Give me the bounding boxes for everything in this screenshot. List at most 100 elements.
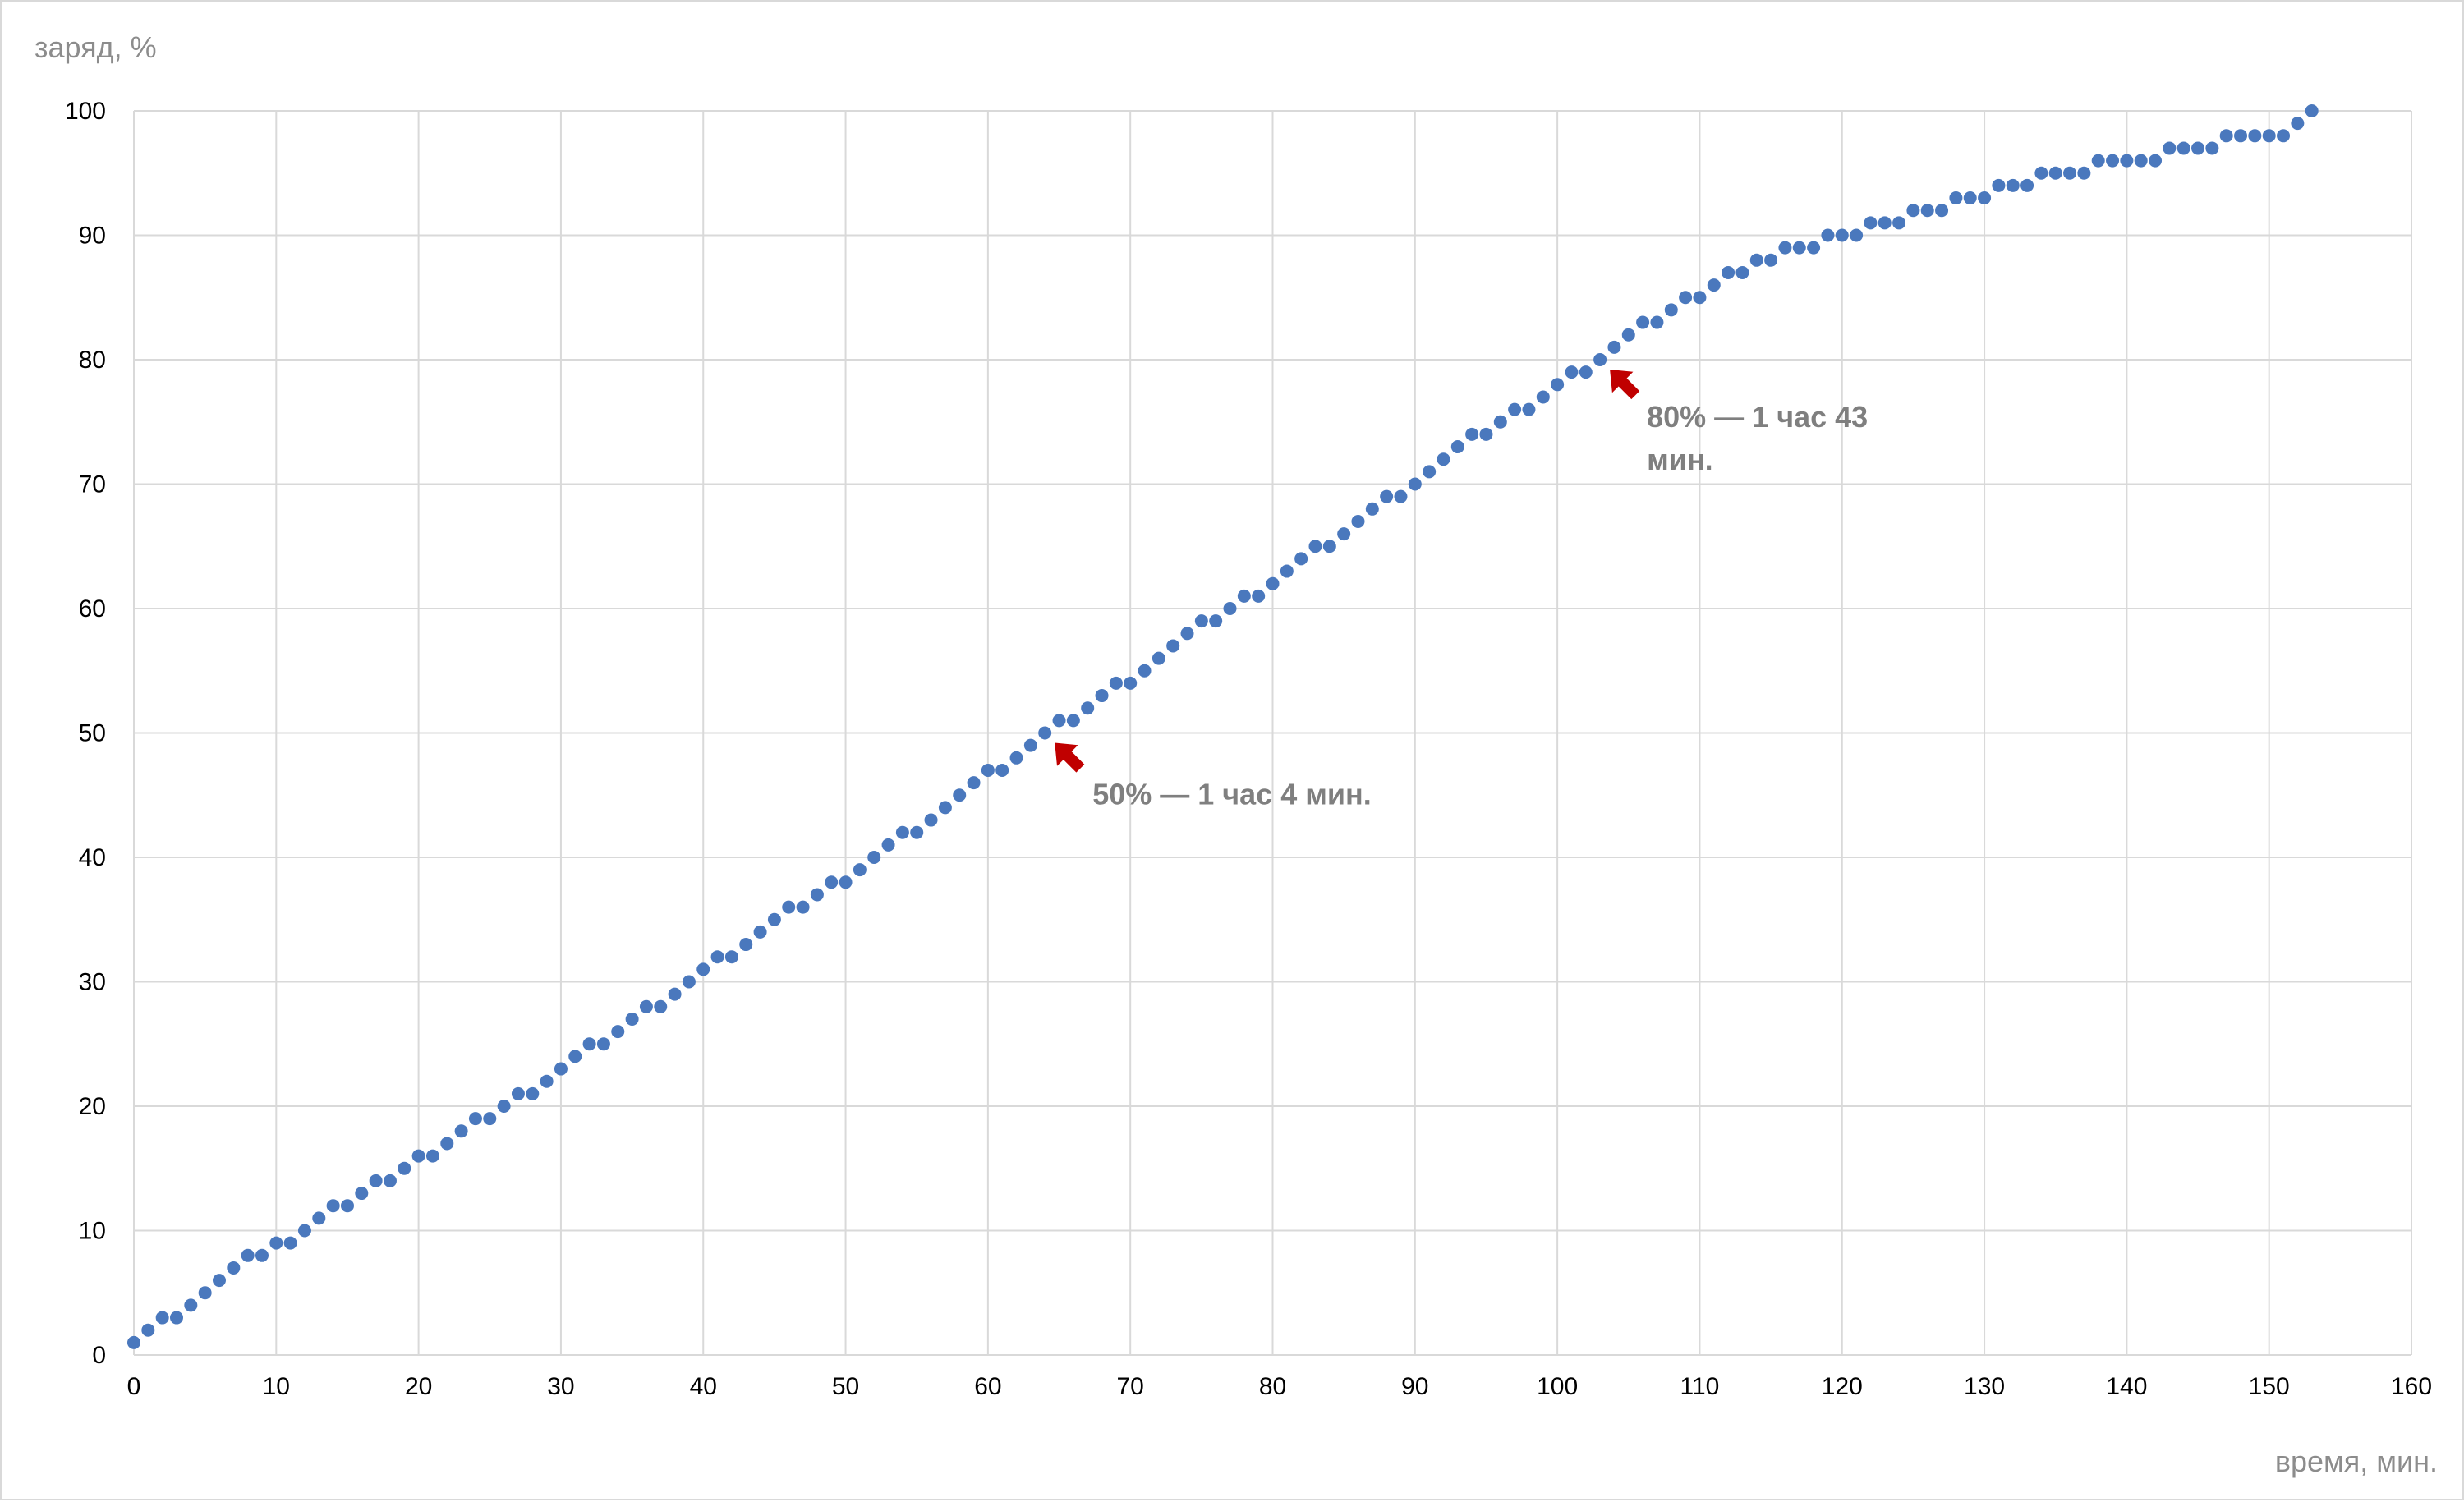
y-tick-label: 80: [79, 347, 106, 374]
data-point: [967, 776, 981, 790]
data-point: [2191, 141, 2205, 155]
data-point: [796, 900, 810, 914]
x-tick-label: 130: [1964, 1373, 2005, 1400]
x-tick-label: 110: [1680, 1373, 1720, 1400]
data-point: [1479, 427, 1493, 441]
y-tick-label: 30: [79, 969, 106, 996]
data-point: [1209, 614, 1223, 628]
data-point: [1978, 191, 1992, 205]
data-point: [1764, 253, 1778, 267]
y-tick-label: 70: [79, 471, 106, 498]
annotation-arrow-80: [1610, 370, 1640, 400]
data-point: [1850, 228, 1864, 242]
data-point: [1650, 315, 1664, 329]
data-point: [881, 838, 895, 852]
data-point: [1023, 738, 1037, 752]
x-tick-label: 30: [547, 1373, 574, 1400]
y-tick-label: 40: [79, 844, 106, 871]
data-point: [782, 900, 796, 914]
data-point: [255, 1248, 269, 1262]
data-point: [1679, 291, 1693, 305]
data-point: [497, 1100, 511, 1113]
data-point: [2177, 141, 2190, 155]
data-point: [1579, 365, 1593, 379]
data-point: [1920, 204, 1934, 218]
data-point: [1778, 241, 1792, 255]
data-point: [2063, 166, 2077, 180]
annotations: 50% — 1 час 4 мин. 80% — 1 час 43 мин.: [1055, 370, 1868, 811]
data-point: [2077, 166, 2091, 180]
data-point: [2134, 154, 2148, 168]
data-point: [825, 875, 839, 889]
data-point: [1892, 216, 1906, 230]
data-point: [1038, 726, 1052, 740]
data-point: [297, 1224, 311, 1238]
data-point: [212, 1274, 226, 1288]
annotation-label-80-line1: 80% — 1 час 43: [1647, 400, 1868, 434]
data-point: [625, 1012, 639, 1026]
x-tick-label: 40: [690, 1373, 717, 1400]
data-point: [1194, 614, 1208, 628]
data-point: [1109, 676, 1123, 690]
data-point: [1294, 552, 1308, 566]
data-point: [326, 1199, 340, 1213]
x-tick-label: 50: [832, 1373, 859, 1400]
y-tick-label: 50: [79, 720, 106, 747]
data-point: [283, 1236, 297, 1250]
data-point: [1522, 402, 1536, 416]
data-point: [1735, 265, 1749, 279]
y-tick-label: 100: [65, 98, 106, 125]
data-point: [155, 1311, 169, 1325]
data-point: [1621, 328, 1635, 342]
data-point: [2248, 129, 2262, 143]
x-tick-label: 100: [1537, 1373, 1578, 1400]
annotation-arrow-50: [1055, 742, 1085, 773]
data-point: [184, 1298, 198, 1312]
data-point: [1308, 540, 1322, 553]
y-tick-label: 20: [79, 1093, 106, 1120]
data-point: [1095, 689, 1109, 703]
data-point: [2291, 117, 2305, 131]
x-tick-label: 150: [2249, 1373, 2290, 1400]
data-point: [1906, 204, 1920, 218]
data-point: [1722, 265, 1735, 279]
data-point: [1124, 676, 1138, 690]
data-point: [1536, 390, 1550, 404]
data-point: [2006, 178, 2020, 192]
data-point: [2120, 154, 2134, 168]
data-point: [540, 1074, 554, 1088]
data-point: [241, 1248, 255, 1262]
data-point: [2262, 129, 2276, 143]
data-point: [1508, 402, 1522, 416]
data-point: [1835, 228, 1849, 242]
data-point: [924, 813, 938, 827]
data-point: [1565, 365, 1579, 379]
data-point: [1593, 353, 1607, 366]
data-point: [1551, 378, 1565, 392]
data-point: [1693, 291, 1707, 305]
data-point: [2277, 129, 2291, 143]
data-point: [1322, 540, 1336, 553]
data-point: [1878, 216, 1892, 230]
data-point: [1365, 502, 1379, 516]
data-point: [639, 999, 653, 1013]
data-point: [767, 912, 781, 926]
data-point: [1081, 701, 1095, 715]
data-point: [169, 1311, 183, 1325]
data-point: [454, 1124, 468, 1138]
data-point: [1636, 315, 1650, 329]
data-point: [2149, 154, 2163, 168]
data-point: [1707, 278, 1721, 292]
data-point: [1792, 241, 1806, 255]
data-point: [227, 1261, 241, 1275]
data-point: [1807, 241, 1821, 255]
data-point: [995, 763, 1009, 777]
data-point: [1749, 253, 1763, 267]
data-point: [554, 1062, 568, 1076]
data-point: [355, 1187, 369, 1201]
data-point: [1166, 639, 1180, 653]
data-point: [596, 1037, 610, 1051]
data-point: [1337, 527, 1351, 541]
y-tick-label: 60: [79, 595, 106, 622]
